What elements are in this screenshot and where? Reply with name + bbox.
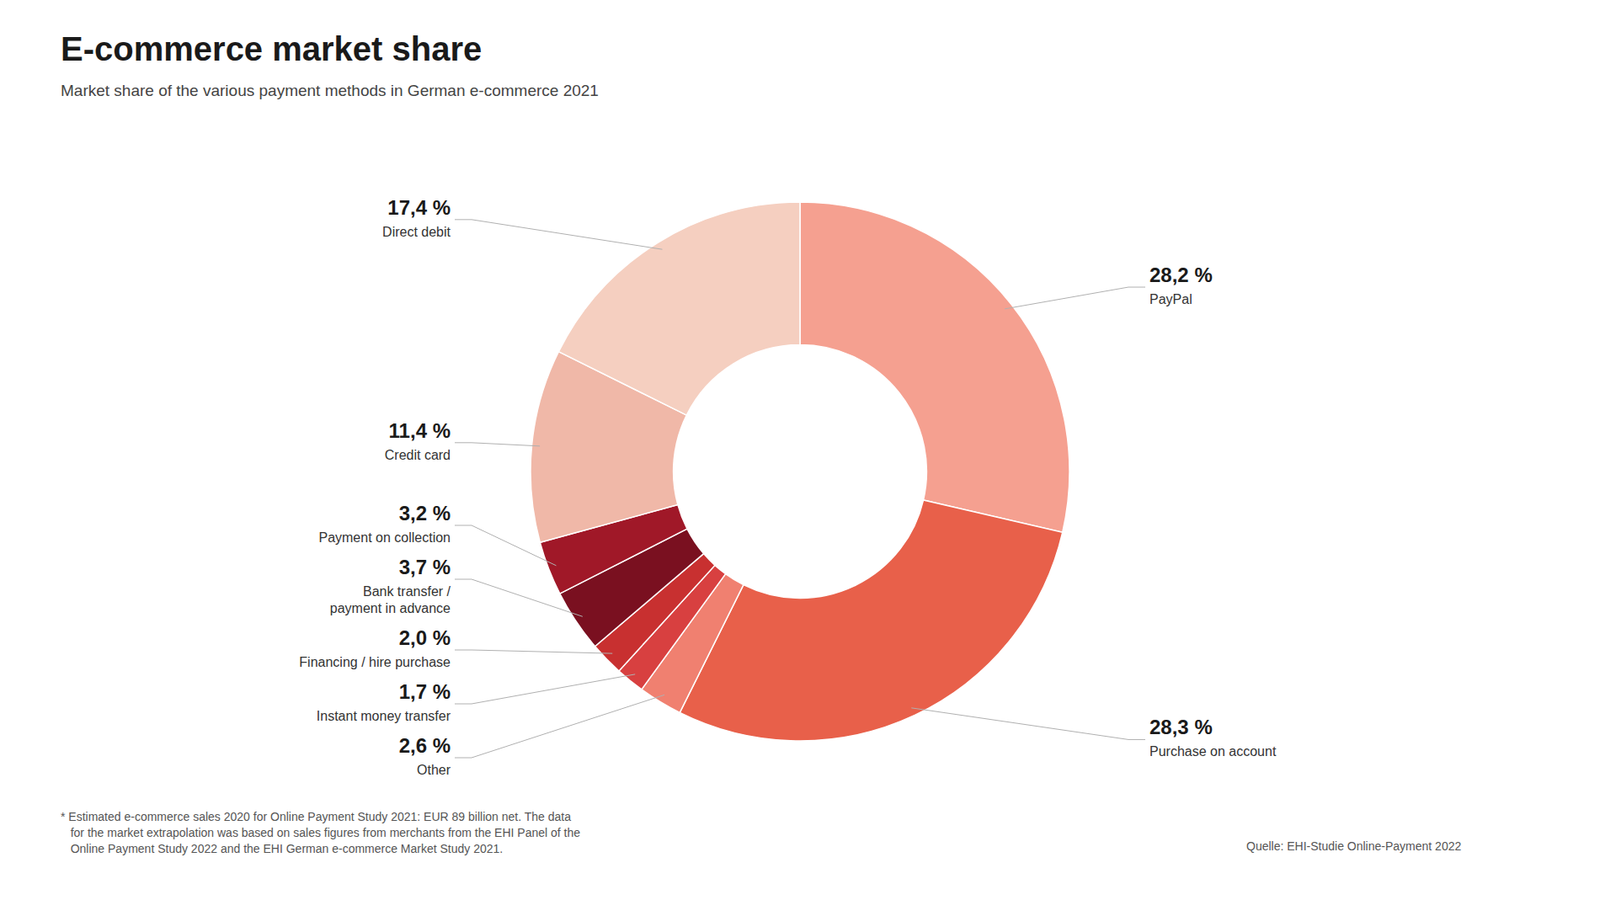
connector [454, 442, 540, 447]
subtitle: Market share of the various payment meth… [60, 81, 599, 100]
value-label: 2,6 % [399, 734, 451, 758]
connector [454, 694, 665, 758]
value-label: 17,4 % [387, 196, 451, 219]
slice [558, 202, 800, 416]
value-label: 3,7 % [399, 555, 451, 579]
category-label: Financing / hire purchase [298, 655, 451, 670]
value-label: 1,7 % [399, 680, 451, 704]
value-label: 2,0 % [399, 626, 451, 650]
category-label: Payment on collection [318, 530, 451, 545]
donut: 28,2 % PayPal 28,3 % Purchase on account 2,6… [298, 196, 1277, 778]
source: Quelle: EHI-Studie Online-Payment 2022 [1246, 839, 1462, 854]
connector [1004, 287, 1146, 310]
value-label: 28,3 % [1149, 715, 1213, 739]
category-label: Purchase on account [1149, 744, 1277, 759]
connector [454, 650, 613, 654]
slice [679, 500, 1062, 742]
category-label: Direct debit [382, 224, 451, 240]
value-label: 11,4 % [389, 419, 451, 443]
category-label: Instant money transfer [316, 709, 452, 724]
category-label: Bank transfer /payment in advance [330, 584, 452, 616]
connector [454, 525, 556, 566]
category-label: PayPal [1149, 292, 1193, 307]
category-label: Credit card [384, 448, 451, 463]
connector [454, 674, 635, 704]
category-label: Other [416, 762, 452, 778]
slice [800, 202, 1070, 533]
connector [454, 579, 583, 617]
footnote: * Estimated e-commerce sales 2020 for On… [60, 810, 581, 856]
value-label: 28,2 % [1149, 263, 1213, 287]
value-label: 3,2 % [399, 501, 451, 525]
chart: E-commerce market share Market share of t… [0, 0, 1600, 900]
connector [911, 708, 1146, 741]
title: E-commerce market share [60, 30, 482, 68]
labels: 28,2 % PayPal 28,3 % Purchase on account 2,6… [298, 196, 1277, 778]
connector [454, 219, 662, 250]
